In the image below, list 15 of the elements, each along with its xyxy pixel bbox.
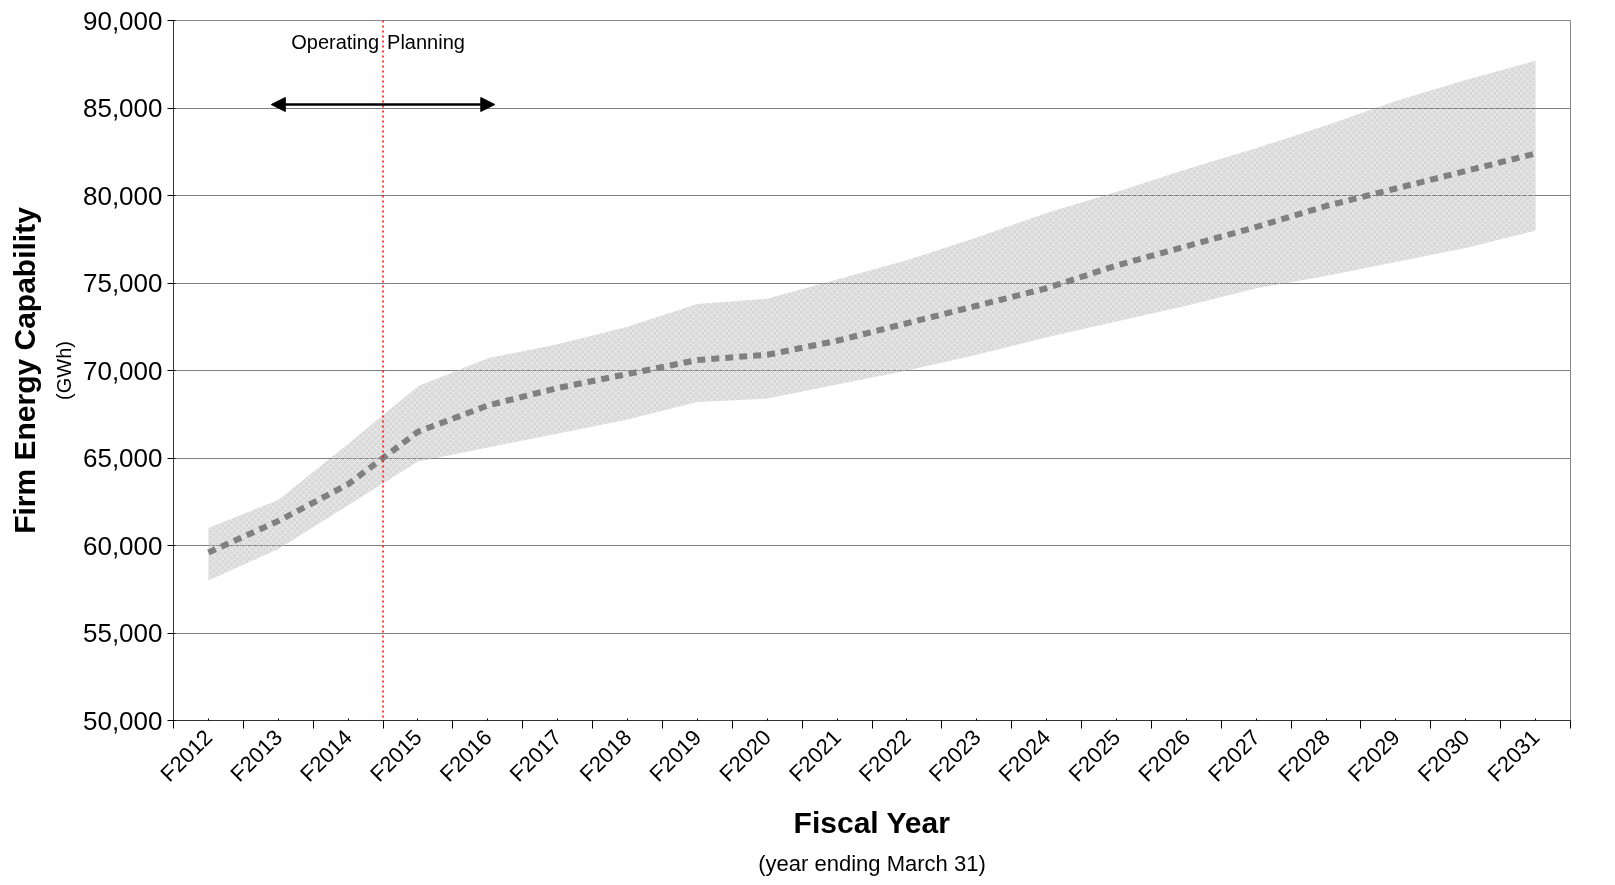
y-tick-label: 65,000: [82, 443, 163, 473]
y-tick-label: 70,000: [82, 355, 163, 386]
text: (GWh): [52, 341, 75, 400]
annotation: Operating: [291, 30, 380, 53]
y-axis-title: Firm Energy Capability: [7, 206, 41, 534]
y-tick-label: 55,000: [82, 618, 163, 648]
text: (year ending March 31): [758, 850, 986, 876]
y-tick-label: 85,000: [82, 93, 163, 123]
x-axis-title: Fiscal Year: [793, 805, 951, 839]
annotation: Planning: [387, 30, 465, 53]
y-tick-label: 90,000: [82, 5, 163, 36]
y-tick-label: 60,000: [82, 530, 163, 561]
y-tick-label: 75,000: [82, 268, 163, 298]
y-tick-label: 50,000: [82, 705, 163, 736]
y-tick-label: 80,000: [82, 180, 163, 211]
